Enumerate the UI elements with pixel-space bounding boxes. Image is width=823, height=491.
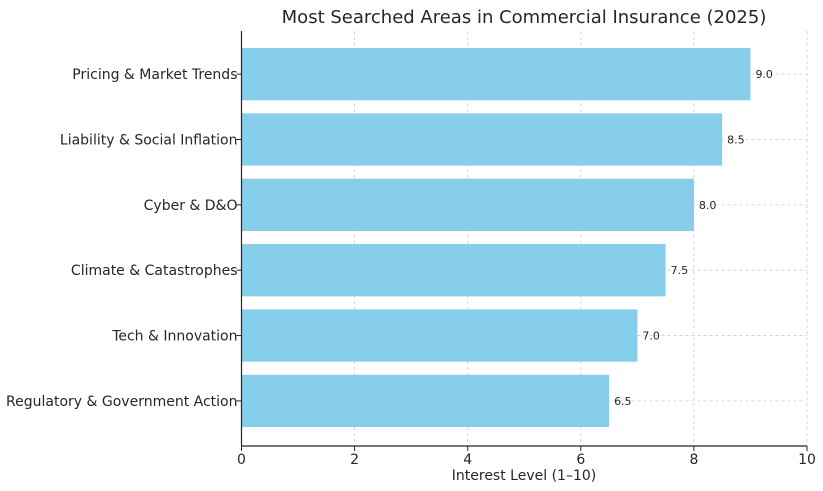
bar (241, 309, 638, 362)
data-label: 7.5 (671, 264, 689, 277)
x-tick-label: 6 (576, 452, 585, 468)
chart-title: Most Searched Areas in Commercial Insura… (282, 7, 767, 28)
x-axis-ticks: 0 2 4 6 8 10 (237, 446, 816, 468)
x-tick-label: 8 (689, 452, 698, 468)
x-tick-label: 4 (463, 452, 472, 468)
bar (241, 244, 666, 297)
bar (241, 47, 751, 101)
category-label: Pricing & Market Trends (72, 67, 237, 83)
x-tick-label: 10 (798, 452, 816, 468)
data-label: 8.0 (699, 199, 717, 212)
data-label: 8.5 (727, 133, 745, 146)
data-labels: 9.0 8.5 8.0 7.5 7.0 6.5 (614, 68, 773, 408)
x-tick-label: 2 (350, 452, 359, 468)
category-label: Cyber & D&O (144, 198, 238, 214)
category-label: Regulatory & Government Action (6, 394, 237, 410)
category-label: Climate & Catastrophes (71, 263, 238, 279)
bars (241, 47, 751, 428)
x-axis-label: Interest Level (1–10) (452, 468, 596, 484)
data-label: 6.5 (614, 395, 632, 408)
bar (241, 374, 610, 428)
bar (241, 178, 694, 231)
bar (241, 113, 723, 166)
x-tick-label: 0 (237, 452, 246, 468)
data-label: 7.0 (642, 330, 660, 343)
data-label: 9.0 (755, 68, 773, 81)
category-label: Tech & Innovation (111, 329, 237, 345)
category-label: Liability & Social Inflation (60, 132, 238, 148)
category-labels: Pricing & Market Trends Liability & Socia… (6, 67, 242, 410)
